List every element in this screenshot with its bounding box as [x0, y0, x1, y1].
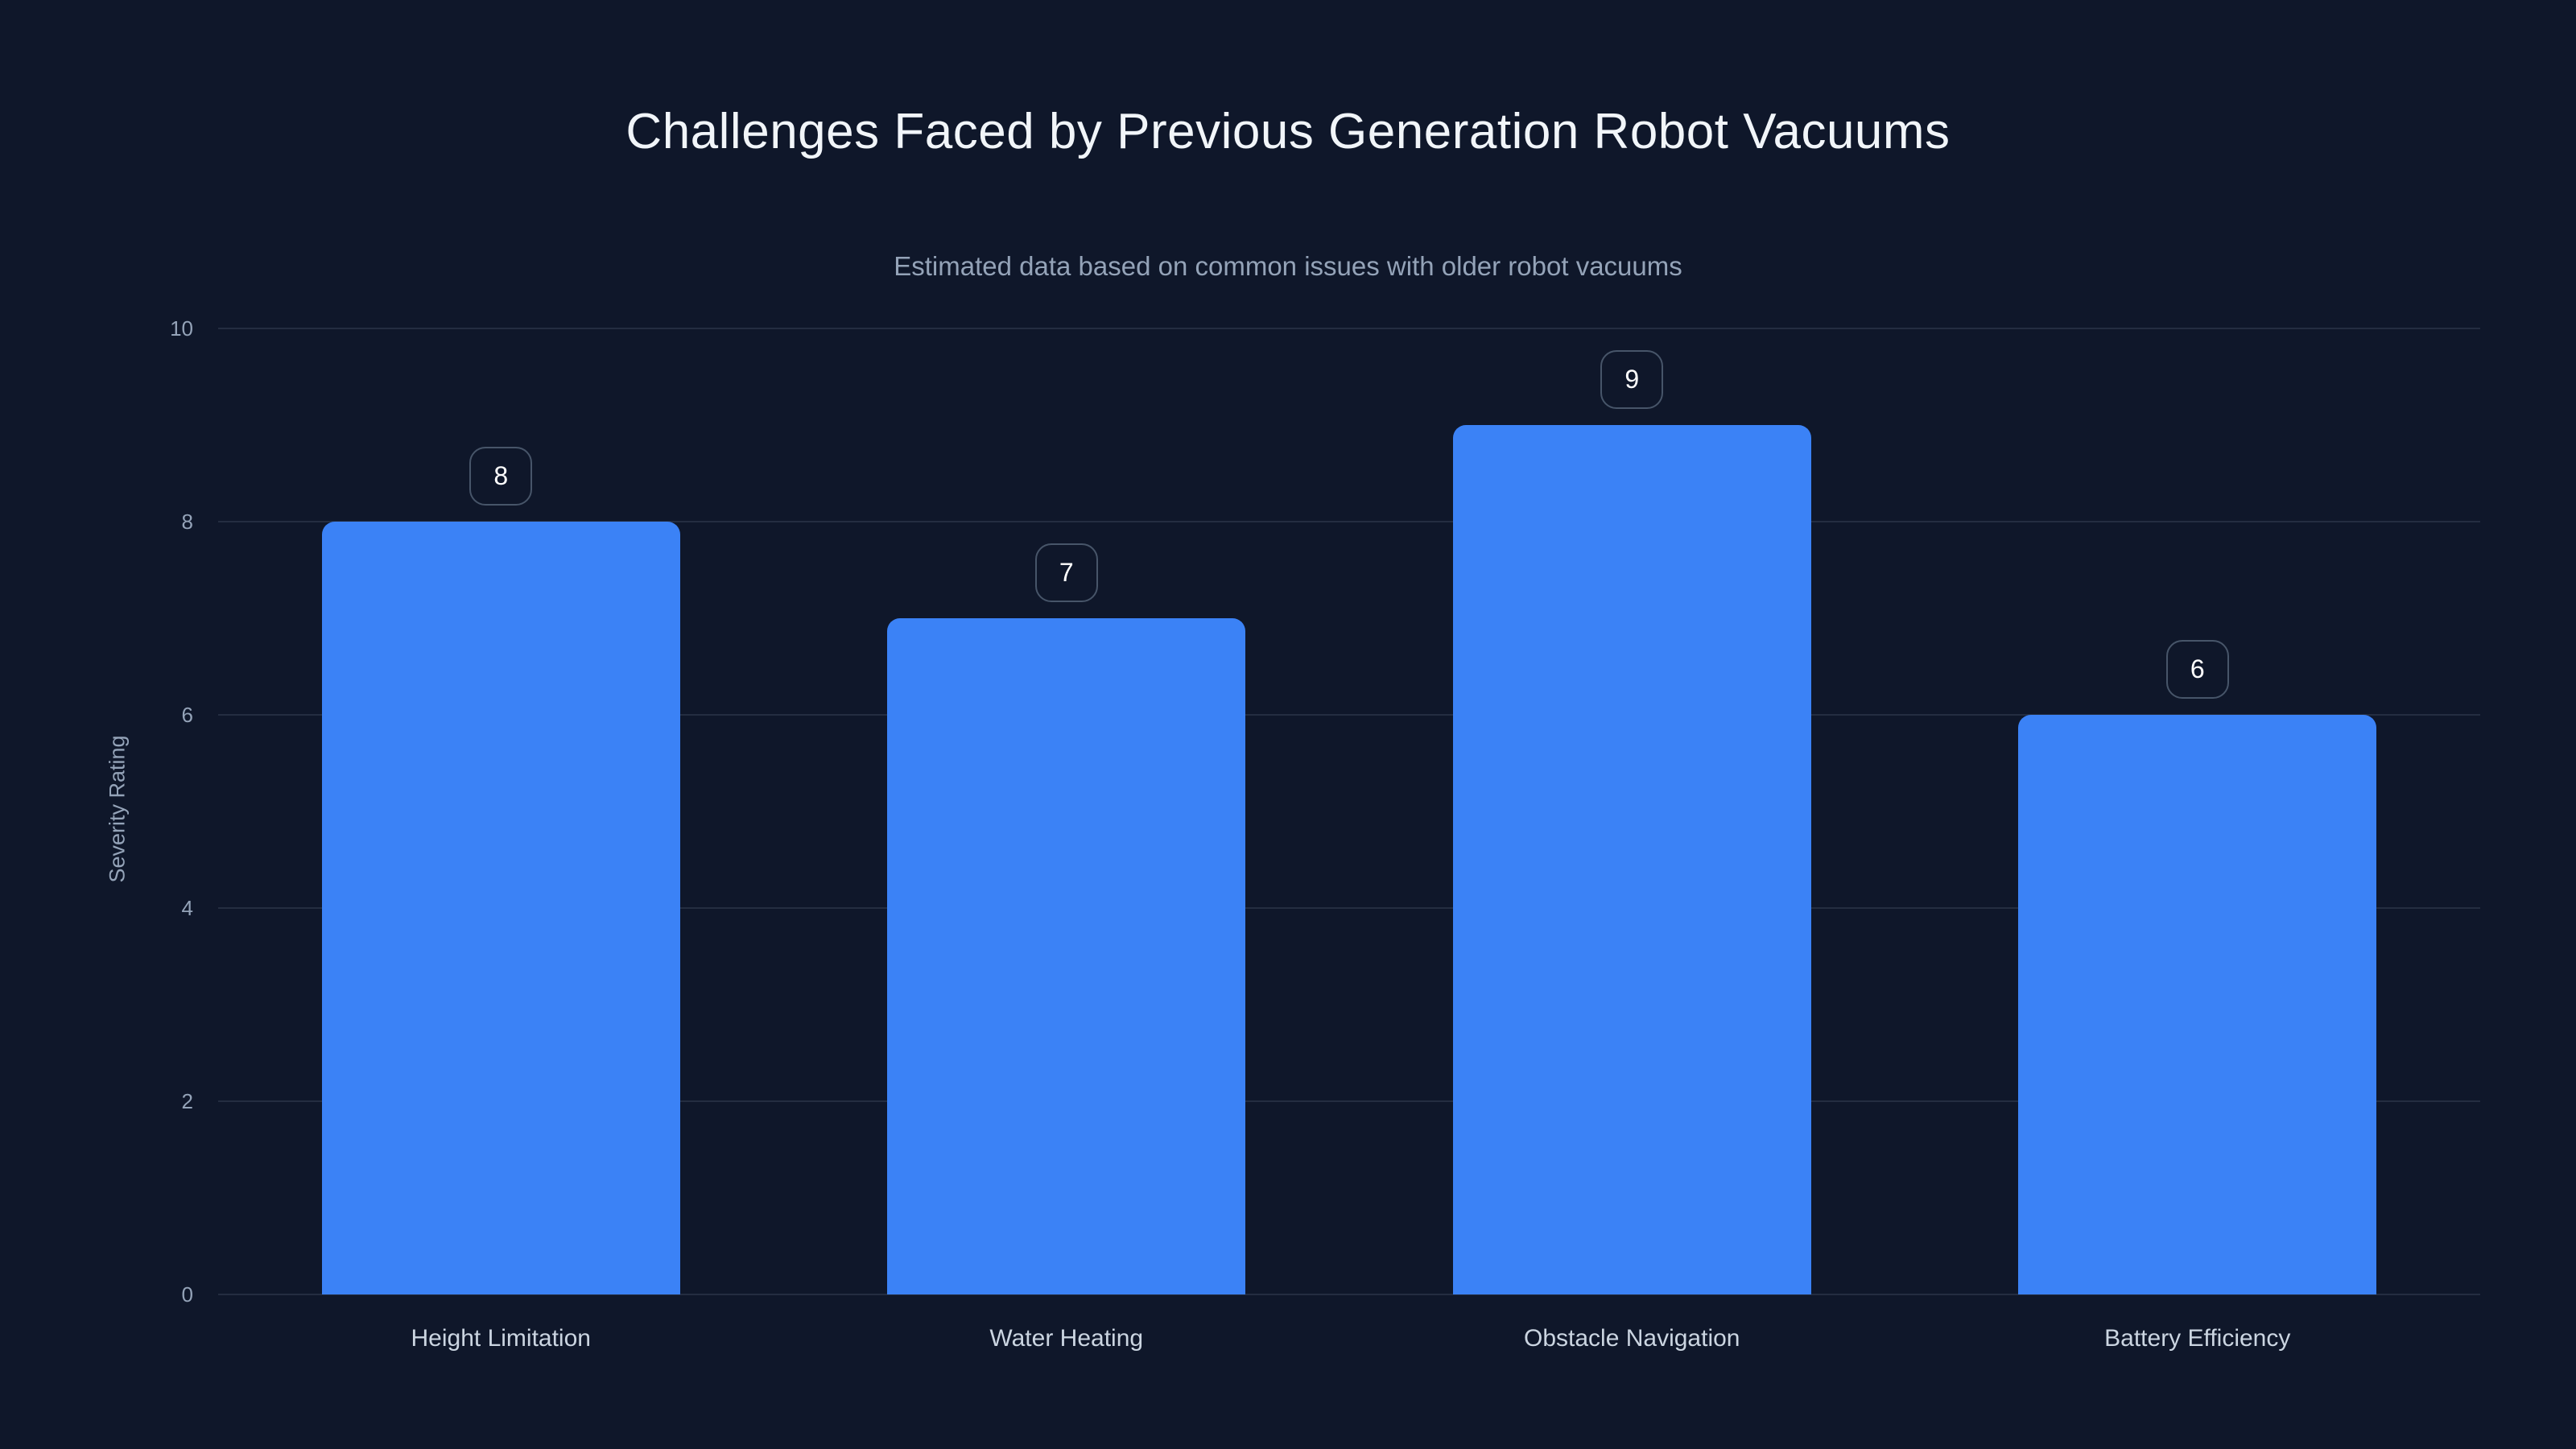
x-tick-label: Height Limitation — [411, 1325, 591, 1352]
gridline-y-2 — [218, 1100, 2480, 1102]
chart-title: Challenges Faced by Previous Generation … — [625, 104, 1951, 159]
y-tick-label-2: 2 — [181, 1089, 193, 1113]
gridline-y-4 — [218, 907, 2480, 909]
value-badge: 8 — [469, 447, 533, 506]
y-tick-label-8: 8 — [181, 510, 193, 534]
x-tick-label: Obstacle Navigation — [1524, 1325, 1740, 1352]
y-tick-label-10: 10 — [170, 316, 193, 341]
y-axis-title: Severity Rating — [105, 735, 130, 883]
x-tick-label: Battery Efficiency — [2104, 1325, 2291, 1352]
bar-battery-efficiency[interactable] — [2018, 715, 2377, 1294]
gridline-y-8 — [218, 521, 2480, 522]
bar-water-heating[interactable] — [887, 618, 1246, 1294]
bar-obstacle-navigation[interactable] — [1452, 425, 1811, 1294]
value-badge: 9 — [1600, 350, 1664, 409]
bar-height-limitation[interactable] — [321, 522, 680, 1294]
y-tick-label-0: 0 — [181, 1282, 193, 1307]
y-tick-label-6: 6 — [181, 703, 193, 727]
value-badge: 7 — [1034, 543, 1098, 602]
y-tick-label-4: 4 — [181, 896, 193, 920]
x-tick-label: Water Heating — [989, 1325, 1144, 1352]
value-badge: 6 — [2165, 640, 2229, 699]
gridline-y-10 — [218, 328, 2480, 329]
gridline-y-6 — [218, 714, 2480, 716]
gridline-y-0 — [218, 1294, 2480, 1295]
chart-subtitle: Estimated data based on common issues wi… — [894, 251, 1682, 281]
